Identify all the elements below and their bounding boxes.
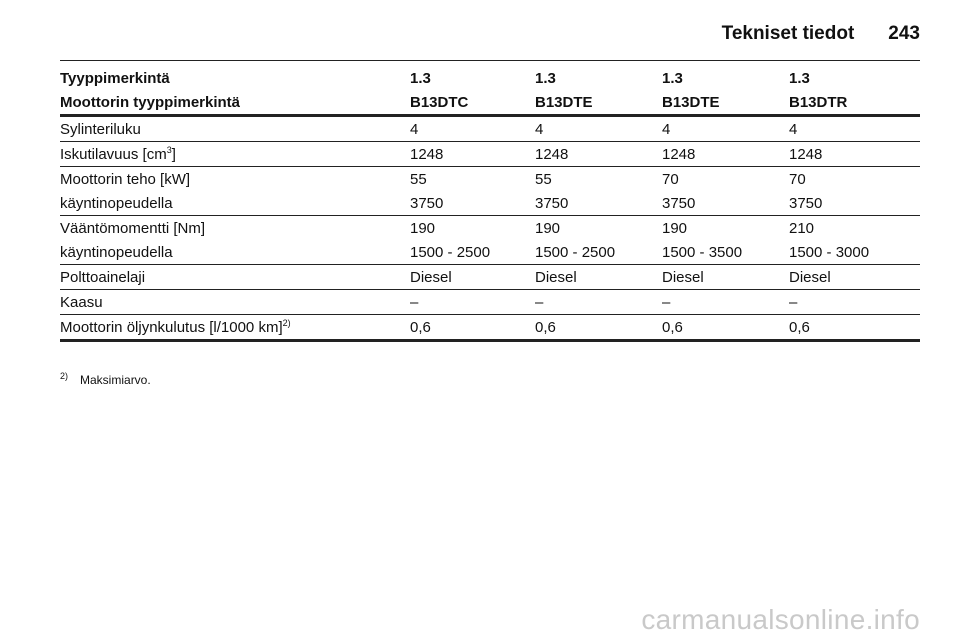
row-label: Moottorin teho [kW] xyxy=(60,170,191,188)
table-cell: 4 xyxy=(535,120,544,138)
row-label: Polttoainelaji xyxy=(60,268,146,286)
table-rule xyxy=(60,264,920,265)
table-row-displacement: Iskutilavuus [cm3] 1248 1248 1248 1248 xyxy=(60,142,920,166)
table-cell: 1500 - 2500 xyxy=(535,243,616,261)
table-cell: 70 xyxy=(789,170,806,188)
table-cell: 1248 xyxy=(535,145,569,163)
table-rule xyxy=(60,339,920,342)
table-row-power: Moottorin teho [kW] 55 55 70 70 xyxy=(60,167,920,191)
table-cell: 70 xyxy=(662,170,679,188)
table-cell: 1500 - 2500 xyxy=(410,243,491,261)
table-cell: 4 xyxy=(662,120,671,138)
table-cell: 3750 xyxy=(535,194,569,212)
table-cell: 55 xyxy=(535,170,552,188)
header-divider xyxy=(60,60,920,61)
table-cell: – xyxy=(662,293,671,311)
table-row-gas: Kaasu – – – – xyxy=(60,290,920,314)
row-label: Iskutilavuus [cm3] xyxy=(60,144,176,163)
table-cell: B13DTE xyxy=(535,93,593,111)
table-cell: Diesel xyxy=(789,268,831,286)
table-cell: 190 xyxy=(410,219,436,237)
table-row-torque: Vääntömomentti [Nm] 190 190 190 210 xyxy=(60,216,920,240)
table-cell: 4 xyxy=(789,120,798,138)
table-cell: B13DTE xyxy=(662,93,720,111)
table-rule xyxy=(60,215,920,216)
table-row-cylinders: Sylinteriluku 4 4 4 4 xyxy=(60,117,920,141)
table-cell: 1.3 xyxy=(535,69,556,87)
table-cell: 0,6 xyxy=(662,318,683,336)
table-cell: Diesel xyxy=(535,268,577,286)
table-cell: 3750 xyxy=(662,194,696,212)
table-cell: 4 xyxy=(410,120,419,138)
table-head-row-type: Tyyppimerkintä 1.3 1.3 1.3 1.3 xyxy=(60,66,920,90)
table-cell: 0,6 xyxy=(410,318,431,336)
table-cell: 1.3 xyxy=(410,69,431,87)
footnote-mark: 2) xyxy=(60,371,69,381)
footnote-ref: 2) xyxy=(282,317,291,328)
table-cell: 1500 - 3500 xyxy=(662,243,743,261)
row-label: Sylinteriluku xyxy=(60,120,141,138)
table-cell: 1.3 xyxy=(662,69,683,87)
table-cell: 0,6 xyxy=(535,318,556,336)
table-row-power-rpm: käyntinopeudella 3750 3750 3750 3750 xyxy=(60,191,920,215)
table-cell: 1248 xyxy=(662,145,696,163)
table-cell: 190 xyxy=(662,219,688,237)
row-label: Moottorin öljynkulutus [l/1000 km]2) xyxy=(60,317,291,336)
footnote-text: Maksimiarvo. xyxy=(80,373,151,387)
table-row-torque-rpm: käyntinopeudella 1500 - 2500 1500 - 2500… xyxy=(60,240,920,264)
row-label: Vääntömomentti [Nm] xyxy=(60,219,206,237)
row-label: Moottorin tyyppimerkintä xyxy=(60,93,241,111)
watermark: carmanualsonline.info xyxy=(641,604,920,635)
page-header: Tekniset tiedot 243 xyxy=(60,16,920,52)
table-head-row-engine-code: Moottorin tyyppimerkintä B13DTC B13DTE B… xyxy=(60,90,920,114)
table-cell: 1.3 xyxy=(789,69,810,87)
table-row-oil-consumption: Moottorin öljynkulutus [l/1000 km]2) 0,6… xyxy=(60,315,920,339)
table-cell: 3750 xyxy=(789,194,823,212)
table-rule xyxy=(60,114,920,117)
table-cell: 210 xyxy=(789,219,815,237)
table-row-fuel: Polttoainelaji Diesel Diesel Diesel Dies… xyxy=(60,265,920,289)
row-label: Tyyppimerkintä xyxy=(60,69,170,87)
table-cell: Diesel xyxy=(662,268,704,286)
table-cell: B13DTR xyxy=(789,93,848,111)
table-rule xyxy=(60,141,920,142)
row-label: käyntinopeudella xyxy=(60,243,173,261)
table-cell: B13DTC xyxy=(410,93,469,111)
table-cell: 1500 - 3000 xyxy=(789,243,870,261)
table-cell: – xyxy=(535,293,544,311)
engine-spec-table: Tyyppimerkintä 1.3 1.3 1.3 1.3 Moottorin… xyxy=(60,66,920,342)
table-cell: Diesel xyxy=(410,268,452,286)
page-number: 243 xyxy=(888,23,920,44)
table-cell: 0,6 xyxy=(789,318,810,336)
footnote: 2) Maksimiarvo. xyxy=(60,371,151,387)
table-cell: 3750 xyxy=(410,194,444,212)
table-cell: 190 xyxy=(535,219,561,237)
table-cell: 1248 xyxy=(789,145,823,163)
row-label: Kaasu xyxy=(60,293,103,311)
table-rule xyxy=(60,166,920,167)
row-label: käyntinopeudella xyxy=(60,194,173,212)
table-cell: 55 xyxy=(410,170,427,188)
table-rule xyxy=(60,314,920,315)
table-cell: – xyxy=(410,293,419,311)
table-cell: – xyxy=(789,293,798,311)
table-cell: 1248 xyxy=(410,145,444,163)
table-rule xyxy=(60,289,920,290)
section-title: Tekniset tiedot xyxy=(721,23,855,44)
superscript: 3 xyxy=(166,144,172,155)
